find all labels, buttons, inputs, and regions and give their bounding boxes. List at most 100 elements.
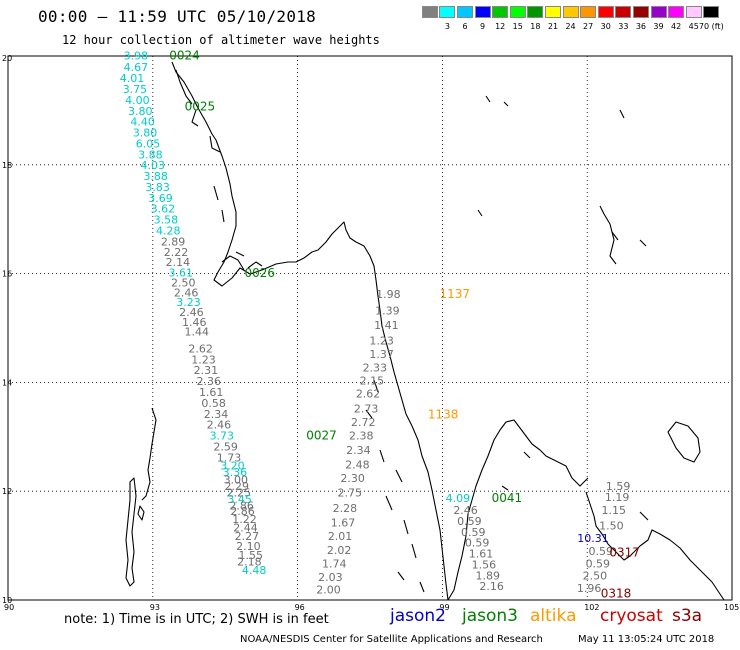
wave-height-value: 3.62 (151, 203, 176, 216)
wave-height-value: 4.40 (130, 116, 155, 129)
wave-height-value: 0.59 (588, 545, 613, 558)
colorbar-swatch (439, 6, 456, 18)
colorbar-swatch (703, 6, 720, 18)
colorbar-step: 15 (509, 6, 527, 31)
wave-height-value: 2.75 (337, 487, 362, 500)
legend-jason2: jason2 (390, 606, 446, 626)
colorbar-swatch (668, 6, 685, 18)
pass-time-label: 0318 (601, 586, 632, 600)
wave-height-value: 4.09 (446, 492, 471, 505)
graticule (8, 56, 732, 600)
wave-height-value: 2.72 (351, 416, 376, 429)
wave-height-value: 2.34 (346, 444, 371, 457)
footer-note: note: 1) Time is in UTC; 2) SWH is in fe… (64, 612, 329, 627)
wave-height-value: 2.59 (213, 440, 238, 453)
longitude-tick-label: 96 (295, 603, 305, 612)
wave-height-value: 1.98 (376, 288, 401, 301)
wave-height-value: 1.50 (599, 519, 624, 532)
wave-height-value: 0.59 (457, 515, 482, 528)
wave-height-value: 2.50 (583, 569, 608, 582)
wave-height-value: 2.46 (174, 286, 199, 299)
wave-height-value: 3.20 (220, 459, 245, 472)
wave-height-value: 3.80 (128, 105, 153, 118)
colorbar-step: 45 (685, 6, 703, 31)
colorbar-step: 24 (562, 6, 580, 31)
longitude-tick-label: 93 (150, 603, 160, 612)
colorbar-swatch (492, 6, 509, 18)
coast-rakhine-inlets (175, 69, 225, 223)
wave-height-value: 3.88 (138, 148, 163, 161)
wave-height-value: 0.59 (465, 537, 490, 550)
colorbar-label: 70 (ft) (698, 22, 724, 31)
wave-height-value: 2.86 (230, 505, 255, 518)
wave-height-value: 4.03 (141, 159, 166, 172)
colorbar-swatch (527, 6, 544, 18)
colorbar-label: 9 (480, 22, 486, 31)
coast-cambodia (585, 491, 725, 601)
wave-height-value: 2.01 (328, 530, 353, 543)
colorbar-label: 12 (495, 22, 506, 31)
wave-height-value: 1.22 (232, 513, 257, 526)
wave-height-value: 0.59 (461, 526, 486, 539)
wave-height-value: 2.02 (327, 544, 352, 557)
pass-time-label: 0041 (492, 491, 523, 505)
wave-height-value: 3.00 (224, 474, 249, 487)
colorbar-label: 24 (565, 22, 576, 31)
andaman-islet (137, 505, 145, 521)
latitude-tick-label: 10 (2, 596, 12, 605)
longitude-tick-label: 99 (439, 603, 449, 612)
colorbar-swatch (456, 6, 473, 18)
pass-time-label: 0027 (306, 429, 337, 443)
colorbar-step: 27 (579, 6, 597, 31)
wave-height-value: 1.73 (217, 451, 242, 464)
colorbar-label: 33 (618, 22, 629, 31)
colorbar-swatch (421, 6, 438, 18)
wave-height-value: 2.18 (237, 556, 262, 569)
colorbar-swatch (650, 6, 667, 18)
colorbar-step: 3 (439, 6, 457, 31)
colorbar-step: 30 (597, 6, 615, 31)
colorbar-step: 18 (527, 6, 545, 31)
pass-time-label: 0317 (609, 545, 640, 559)
latitude-tick-label: 12 (2, 487, 12, 496)
wave-height-value: 3.61 (169, 266, 194, 279)
wave-height-value: 2.38 (349, 430, 374, 443)
wave-height-value: 2.44 (233, 521, 258, 534)
pass-time-label: 1138 (428, 407, 459, 421)
coast-myanmar-west (171, 61, 449, 601)
wave-height-value: 2.33 (363, 362, 388, 375)
wave-height-value: 1.41 (374, 319, 399, 332)
andaman-north (141, 407, 157, 501)
wave-height-value: 2.00 (316, 583, 341, 596)
wave-height-value: 1.23 (369, 334, 394, 347)
footer-created: May 11 13:05:24 UTC 2018 (578, 634, 715, 645)
wave-height-value: 1.61 (469, 548, 494, 561)
myeik-islands (365, 379, 425, 593)
wave-height-value: 1.61 (199, 386, 224, 399)
wave-height-value: 2.34 (204, 408, 229, 421)
coast-thai-gulf-west (447, 419, 589, 601)
wave-height-value: 1.56 (472, 558, 497, 571)
colorbar-label: 39 (653, 22, 664, 31)
wave-height-value: 1.74 (322, 557, 347, 570)
wave-height-value: 2.46 (207, 419, 232, 432)
pass-time-label: 0025 (185, 99, 216, 113)
latitude-tick-label: 14 (2, 378, 12, 387)
colorbar-swatch (615, 6, 632, 18)
gulf-islands (477, 95, 649, 521)
legend-cryosat: cryosat (600, 606, 663, 626)
colorbar-label: 36 (635, 22, 647, 31)
legend-s3a: s3a (672, 606, 703, 626)
colorbar-step: 9 (474, 6, 492, 31)
wave-height-value: 2.36 (197, 375, 222, 388)
wave-height-value: 2.31 (194, 364, 219, 377)
wave-height-value: 2.16 (479, 580, 504, 593)
longitude-tick-label: 102 (584, 603, 599, 612)
wave-height-value: 1.59 (606, 480, 631, 493)
colorbar-swatch (544, 6, 561, 18)
wave-height-value: 2.25 (226, 487, 251, 500)
wave-height-value: 3.75 (123, 83, 148, 96)
latitude-tick-label: 16 (2, 270, 12, 279)
colorbar-step: 70 (ft) (699, 6, 724, 31)
